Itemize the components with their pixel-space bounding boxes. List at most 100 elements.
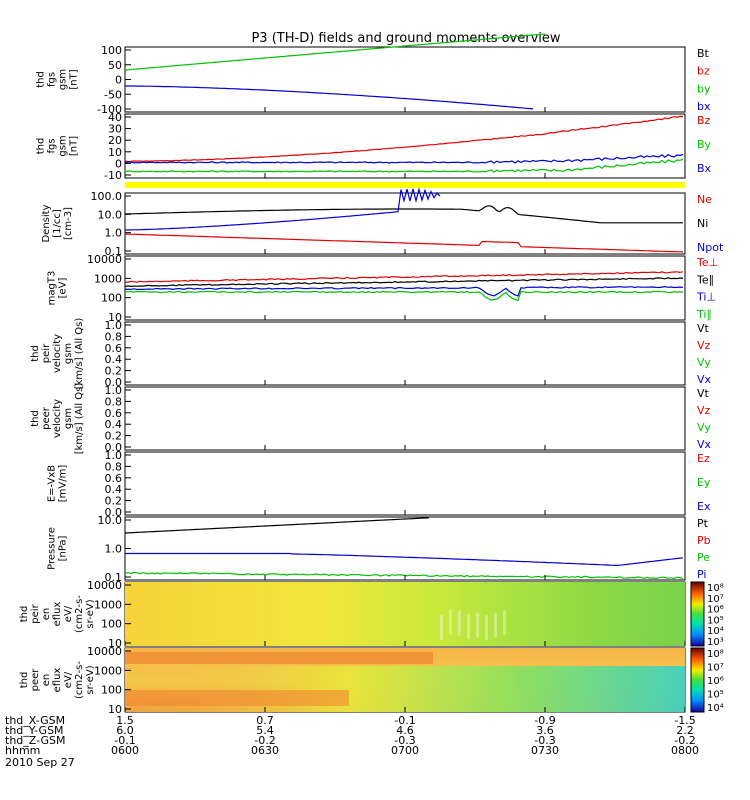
panel-frame bbox=[124, 113, 686, 179]
colorbar-label: 10⁷ bbox=[707, 663, 724, 674]
series-ti-par-line bbox=[124, 290, 684, 302]
y-tick-label: 0.0 bbox=[105, 506, 123, 519]
y-tick-label: 0.2 bbox=[105, 430, 123, 443]
series-npot-line bbox=[125, 187, 441, 231]
legend-green: Vy bbox=[697, 356, 711, 369]
y-axis-label-line: peir bbox=[41, 343, 52, 363]
chart-title: P3 (TH-D) fields and ground moments over… bbox=[251, 31, 560, 46]
y-tick-label: 10 bbox=[108, 637, 122, 650]
legend-black: Te∥ bbox=[696, 273, 714, 286]
series-ti-perp-line bbox=[124, 285, 684, 297]
y-axis-label-line: gsm bbox=[63, 408, 74, 429]
y-tick-label: 0 bbox=[115, 74, 122, 87]
footer-value: -1.5 bbox=[674, 714, 695, 727]
footer-value: 3.6 bbox=[536, 724, 554, 737]
series-pi-line bbox=[125, 552, 684, 567]
y-tick-label: 20 bbox=[108, 134, 122, 147]
footer-value: 0730 bbox=[531, 744, 559, 757]
footer-value: -0.3 bbox=[394, 734, 415, 747]
y-tick-label: 10 bbox=[108, 703, 122, 716]
y-axis-label-line: Density bbox=[41, 204, 52, 242]
y-axis-label-line: en bbox=[41, 608, 52, 621]
y-tick-label: 0.8 bbox=[105, 395, 123, 408]
y-axis-label-line: fgs bbox=[47, 138, 58, 153]
legend-green: By bbox=[697, 138, 712, 151]
y-tick-label: 1.0 bbox=[105, 227, 123, 240]
y-tick-label: 0.0 bbox=[105, 376, 123, 389]
panel-frame bbox=[124, 386, 686, 451]
y-axis-label-line: eflux bbox=[52, 602, 63, 627]
panel-peer_velocity: 1.00.80.60.40.20.0 thd peer velocity gsm [km/… bbox=[30, 383, 712, 455]
colorbar-label: 10⁸ bbox=[707, 583, 724, 594]
y-tick-label: 1.0 bbox=[105, 449, 123, 462]
colorbar-label: 10⁶ bbox=[707, 605, 724, 616]
spectrogram-feature bbox=[503, 610, 506, 636]
legend-green: Ti∥ bbox=[696, 308, 712, 321]
spectrogram-feature bbox=[485, 615, 488, 641]
spectrogram-feature bbox=[449, 609, 452, 635]
colorbar-label: 10⁶ bbox=[707, 676, 724, 687]
series-pt-line bbox=[124, 517, 430, 534]
colorbar-label: 10⁸ bbox=[707, 649, 724, 660]
panel-peir_spec: 10000 1000 100 10 thd peir en eflux eV/(cm2-s-sr… bbox=[19, 579, 724, 650]
y-tick-label: 0.8 bbox=[105, 330, 123, 343]
footer-value: -0.2 bbox=[254, 734, 275, 747]
panel-frame bbox=[124, 46, 686, 113]
y-axis-label-line: peir bbox=[30, 603, 41, 623]
y-tick-label: 0.0 bbox=[105, 441, 123, 454]
y-tick-label: 10 bbox=[108, 311, 122, 324]
y-axis-label: Density [1/cc] [cm-3] bbox=[41, 204, 74, 242]
colorbar-label: 10⁷ bbox=[707, 594, 724, 605]
colorbar-label: 10⁴ bbox=[707, 626, 724, 637]
series-by-line bbox=[124, 158, 684, 173]
legend-red: Pb bbox=[697, 534, 711, 547]
legend-green: Ey bbox=[697, 476, 711, 489]
y-axis-label-line: gsm bbox=[58, 69, 69, 90]
y-tick-label: 100 bbox=[101, 684, 122, 697]
y-axis-label-line: velocity bbox=[52, 334, 63, 373]
legend-green: Pe bbox=[697, 551, 710, 564]
footer-date: 2010 Sep 27 bbox=[5, 756, 75, 769]
footer-value: 0600 bbox=[111, 744, 139, 757]
series-ni-line bbox=[124, 205, 683, 224]
footer-value: -0.9 bbox=[534, 714, 555, 727]
legend-blue: Ti⊥ bbox=[696, 291, 716, 304]
y-tick-label: 0.4 bbox=[105, 353, 123, 366]
y-axis-label-line: [nT] bbox=[69, 136, 80, 156]
legend-red: Ez bbox=[697, 452, 710, 465]
y-tick-label: -50 bbox=[104, 88, 122, 101]
y-axis-label-line: velocity bbox=[52, 399, 63, 438]
y-axis-label-line: [nPa] bbox=[58, 535, 69, 561]
y-axis-label-line: eflux bbox=[52, 668, 63, 693]
y-axis-label-line: fgs bbox=[47, 72, 58, 87]
y-axis-label-line: (cm2-s- bbox=[74, 661, 85, 699]
panel-temperature: 10000 1000 100 10 magT3 [eV] Te⊥ Te∥ Ti⊥ Ti∥ bbox=[47, 253, 719, 324]
footer-value: -0.1 bbox=[394, 714, 415, 727]
y-axis-label-line: thd bbox=[30, 410, 41, 427]
panel-density: 100.0 10.0 1.0 0.1 Density [1/cc] [cm-3] Ne Ni Np… bbox=[41, 187, 724, 258]
y-axis-label-line: magT3 bbox=[47, 271, 58, 306]
spectrogram-feature bbox=[467, 614, 470, 640]
panel-frame bbox=[124, 192, 686, 255]
ion-spectrogram bbox=[125, 582, 685, 646]
footer-row-label: thd_Y-GSM bbox=[5, 724, 64, 737]
y-tick-label: 1000 bbox=[94, 272, 122, 285]
footer-value: 4.6 bbox=[396, 724, 414, 737]
y-tick-label: 100 bbox=[101, 44, 122, 57]
legend-blue: Pi bbox=[697, 568, 706, 581]
y-axis-label-line: sr-eV) bbox=[85, 665, 96, 694]
colorbar-label: 10⁴ bbox=[707, 703, 724, 714]
legend-red: Bz bbox=[697, 114, 711, 127]
y-tick-label: 100 bbox=[101, 618, 122, 631]
y-axis-label: Pressure [nPa] bbox=[47, 527, 69, 570]
y-tick-label: 30 bbox=[108, 123, 122, 136]
legend-blue: Vx bbox=[697, 373, 712, 386]
footer-value: 2.2 bbox=[676, 724, 694, 737]
spectrogram-feature bbox=[125, 652, 433, 664]
colorbar bbox=[690, 647, 705, 713]
y-tick-label: 0.4 bbox=[105, 483, 123, 496]
y-axis-label-line: sr-eV) bbox=[85, 599, 96, 628]
colorbar-label: 10⁵ bbox=[707, 615, 724, 626]
legend-red: Vz bbox=[697, 404, 711, 417]
footer-value: 6.0 bbox=[116, 724, 134, 737]
